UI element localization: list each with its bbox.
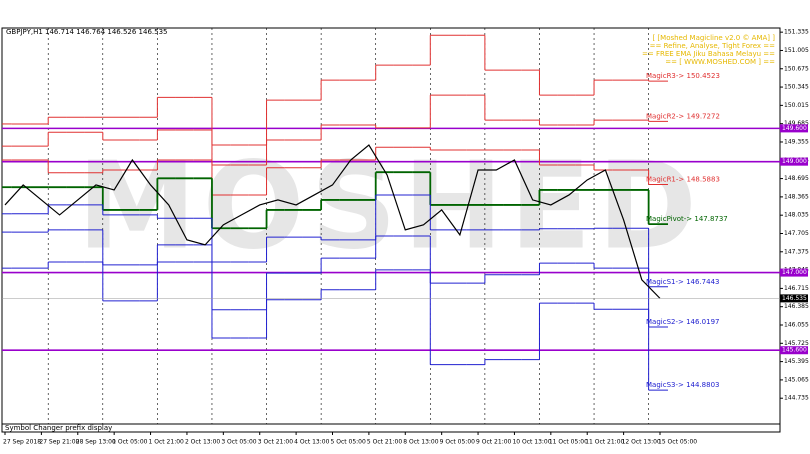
x-tick-label: 9 Oct 05:00: [440, 439, 475, 446]
info-line: == FREE EMA Jiku Bahasa Melayu ==: [642, 50, 775, 58]
level-tag: [780, 157, 808, 166]
y-tick-label: 145.725: [784, 340, 809, 347]
y-tick-label: 149.685: [784, 120, 809, 127]
y-tick-label: 150.015: [784, 102, 809, 109]
y-tick-label: 148.695: [784, 175, 809, 182]
symbol-header: GBPJPY,H1 146.714 146.764 146.526 146.53…: [6, 28, 168, 36]
pivot-label: MagicS3-> 144.8803: [646, 381, 719, 389]
x-tick-label: 2 Oct 13:00: [185, 439, 220, 446]
pivot-label: MagicR2-> 149.7272: [646, 112, 720, 120]
info-line: == Refine, Analyse, Tight Forex ==: [650, 42, 775, 50]
level-tag: [780, 268, 808, 277]
watermark: MOSHED: [77, 138, 703, 277]
y-tick-label: 146.055: [784, 322, 809, 329]
level-label: 145.600: [782, 347, 807, 354]
x-tick-label: 27 Sep 21:00: [39, 439, 79, 446]
y-tick-label: 147.375: [784, 248, 809, 255]
x-tick-label: 4 Oct 13:00: [294, 439, 329, 446]
y-tick-label: 149.355: [784, 138, 809, 145]
y-tick-label: 150.675: [784, 65, 809, 72]
x-tick-label: 27 Sep 2018: [3, 439, 41, 446]
x-tick-label: 1 Oct 05:00: [112, 439, 147, 446]
y-tick-label: 148.365: [784, 193, 809, 200]
x-tick-label: 3 Oct 21:00: [258, 439, 293, 446]
pivot-riser: [47, 35, 650, 146]
price-line: [4, 144, 661, 299]
y-tick-label: 151.335: [784, 29, 809, 36]
pivot-label: MagicS1-> 146.7443: [646, 278, 719, 286]
x-tick-label: 11 Oct 05:00: [549, 439, 588, 446]
x-tick-label: 8 Oct 13:00: [403, 439, 438, 446]
last-price-tag: [780, 294, 808, 303]
info-line: == [ WWW.MOSHED.COM ] ==: [665, 58, 775, 66]
x-tick-label: 9 Oct 21:00: [476, 439, 511, 446]
x-tick-label: 5 Oct 21:00: [367, 439, 402, 446]
x-tick-label: 12 Oct 13:00: [622, 439, 661, 446]
y-tick-label: 150.345: [784, 84, 809, 91]
y-tick-label: 146.715: [784, 285, 809, 292]
footer-text: Symbol Changer prefix display: [5, 424, 112, 432]
x-tick-label: 3 Oct 05:00: [221, 439, 256, 446]
x-tick-label: 5 Oct 05:00: [331, 439, 366, 446]
y-tick-label: 148.035: [784, 212, 809, 219]
y-tick-label: 151.005: [784, 47, 809, 54]
pivot-riser: [47, 262, 650, 391]
y-tick-label: 145.065: [784, 376, 809, 383]
plot-frame: [1, 27, 781, 433]
level-label: 149.000: [782, 158, 807, 165]
last-price-label: 146.535: [782, 295, 807, 302]
x-tick-label: 10 Oct 13:00: [512, 439, 551, 446]
y-tick-label: 146.385: [784, 303, 809, 310]
x-tick-label: 11 Oct 21:00: [585, 439, 624, 446]
pivot-label: MagicR1-> 148.5883: [646, 175, 720, 183]
pivot-label: MagicS2-> 146.0197: [646, 318, 719, 326]
x-tick-label: 1 Oct 21:00: [149, 439, 184, 446]
level-label: 147.000: [782, 269, 807, 276]
pivot-riser: [47, 194, 650, 287]
level-label: 149.600: [782, 125, 807, 132]
info-line: [ [Moshed Magicline v2.0 © AMA] ]: [652, 34, 775, 42]
y-tick-label: 144.735: [784, 395, 809, 402]
pivot-riser: [101, 172, 650, 229]
y-tick-label: 147.705: [784, 230, 809, 237]
level-tag: [780, 346, 808, 355]
y-tick-label: 145.395: [784, 358, 809, 365]
pivot-label: MagicPivot-> 147.8737: [646, 215, 728, 223]
x-tick-label: 28 Sep 13:00: [76, 439, 116, 446]
pivot-riser: [47, 229, 650, 327]
level-tag: [780, 124, 808, 133]
x-tick-label: 15 Oct 05:00: [658, 439, 697, 446]
pivot-label: MagicR3-> 150.4523: [646, 72, 720, 80]
pivot-riser: [47, 147, 650, 195]
pivot-riser: [47, 95, 650, 165]
